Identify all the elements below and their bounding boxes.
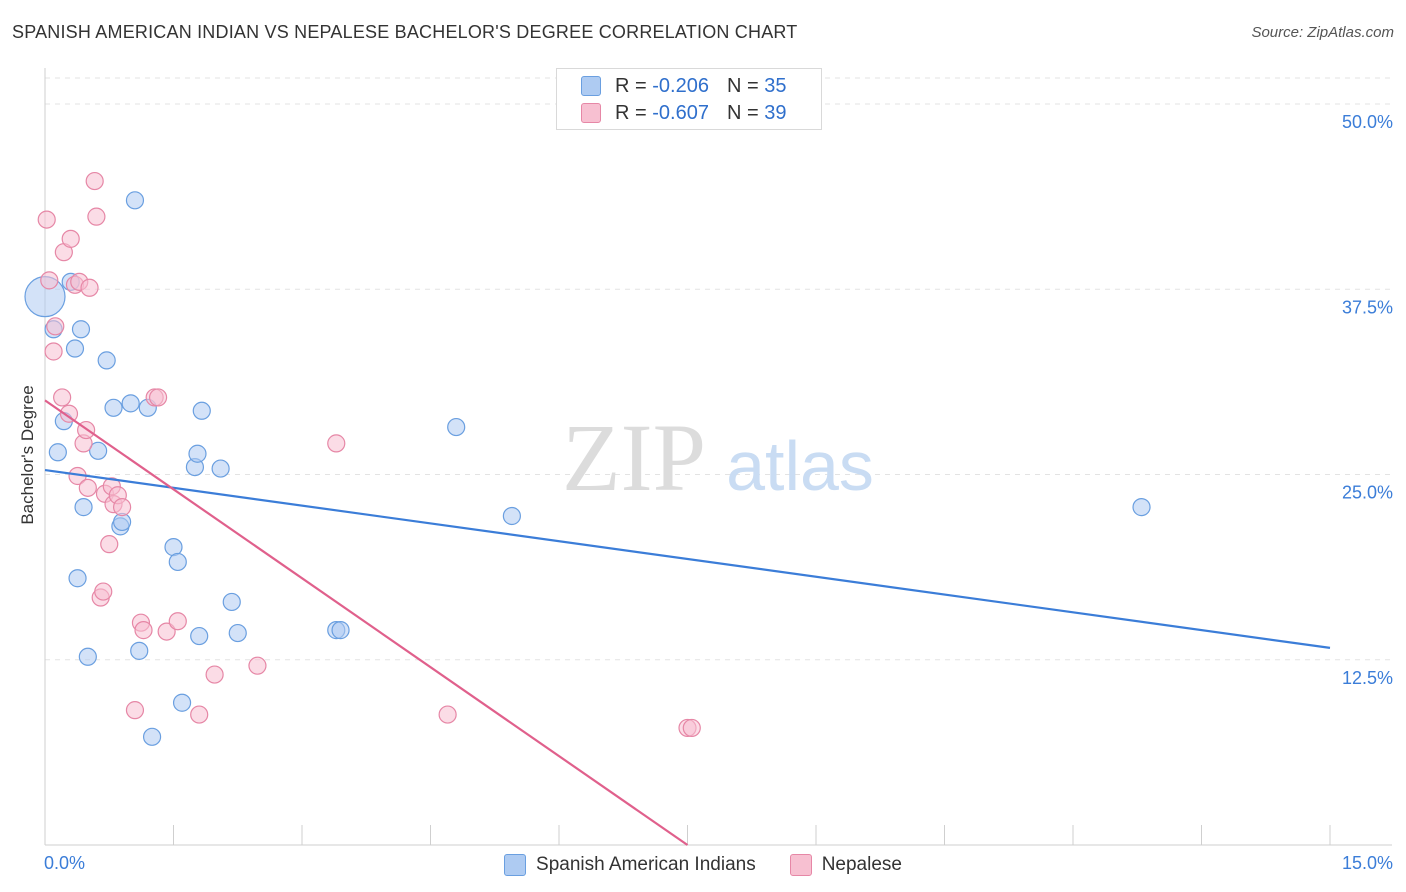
point-spanish-american-indians (65, 339, 85, 358)
x-tick-label-min: 0.0% (44, 853, 85, 873)
point-spanish-american-indians (228, 623, 247, 643)
point-spanish-american-indians (104, 398, 123, 417)
series-legend: Spanish American Indians Nepalese (0, 852, 1406, 878)
axes (44, 68, 1392, 846)
r-value: -0.607 (652, 101, 709, 124)
point-spanish-american-indians (192, 401, 211, 420)
point-nepalese (94, 582, 113, 601)
point-nepalese (78, 478, 97, 497)
point-spanish-american-indians (188, 444, 207, 463)
y-tick-label: 37.5% (1342, 297, 1393, 317)
y-tick-label: 25.0% (1342, 483, 1393, 503)
chart-title: SPANISH AMERICAN INDIAN VS NEPALESE BACH… (12, 22, 798, 42)
point-spanish-american-indians (78, 647, 97, 666)
point-nepalese (157, 622, 176, 641)
y-tick-label: 50.0% (1342, 112, 1393, 132)
legend-swatch-pink (789, 854, 812, 876)
legend-swatch-blue (581, 76, 601, 96)
trend-lines (44, 399, 1331, 846)
point-spanish-american-indians (68, 569, 87, 588)
point-nepalese (168, 612, 187, 631)
point-nepalese (80, 278, 99, 297)
data-points (24, 171, 1151, 746)
point-nepalese (682, 718, 701, 738)
point-spanish-american-indians (211, 459, 230, 478)
point-spanish-american-indians (222, 592, 241, 612)
x-tick-label-max: 15.0% (1342, 853, 1393, 873)
trend-line-nepalese (44, 399, 689, 846)
point-nepalese (37, 210, 56, 229)
point-nepalese (87, 207, 106, 226)
n-value: 39 (764, 101, 787, 124)
point-nepalese (112, 498, 132, 517)
point-nepalese (59, 404, 79, 423)
trend-line-spanish-american-indians (44, 468, 1331, 649)
legend-swatch-blue (504, 854, 527, 876)
legend-row-nepalese: R = -0.607 N = 39 (581, 100, 786, 126)
legend-swatch-pink (581, 103, 601, 123)
tick-labels: 12.5% 25.0% 37.5% 50.0% 0.0% 15.0% (44, 112, 1393, 873)
point-spanish-american-indians (121, 394, 140, 413)
watermark-zip: ZIP (562, 404, 706, 511)
point-nepalese (61, 229, 80, 248)
legend-row-spanish-american-indians: R = -0.206 N = 35 (581, 73, 786, 99)
point-nepalese (100, 535, 119, 554)
point-nepalese (248, 656, 267, 675)
point-spanish-american-indians (71, 320, 91, 339)
point-spanish-american-indians (331, 621, 350, 640)
point-spanish-american-indians (125, 191, 145, 210)
point-nepalese (125, 701, 145, 720)
point-spanish-american-indians (97, 351, 116, 370)
r-label: R = (615, 101, 647, 124)
point-nepalese (44, 342, 63, 361)
point-nepalese (40, 271, 59, 290)
r-label: R = (615, 74, 647, 97)
point-spanish-american-indians (74, 498, 93, 517)
point-nepalese (190, 705, 209, 724)
point-nepalese (205, 665, 224, 684)
legend-label: Nepalese (821, 854, 902, 875)
point-nepalese (438, 705, 457, 724)
source-label: Source: ZipAtlas.com (1251, 24, 1394, 41)
point-nepalese (85, 171, 104, 191)
point-spanish-american-indians (172, 693, 192, 712)
y-tick-label: 12.5% (1342, 668, 1393, 688)
point-spanish-american-indians (502, 506, 521, 526)
n-label: N = (726, 101, 759, 124)
n-value: 35 (764, 74, 787, 97)
point-spanish-american-indians (190, 626, 209, 646)
legend-label: Spanish American Indians (536, 854, 756, 875)
point-spanish-american-indians (130, 641, 149, 660)
gridlines (45, 77, 1392, 661)
point-spanish-american-indians (1132, 498, 1151, 517)
legend-item-nepalese: Nepalese (789, 854, 902, 876)
point-nepalese (53, 388, 72, 407)
point-spanish-american-indians (142, 727, 162, 746)
correlation-legend: R = -0.206 N = 35 R = -0.607 N = 39 (556, 68, 822, 130)
point-spanish-american-indians (48, 443, 67, 462)
point-spanish-american-indians (168, 552, 187, 572)
point-nepalese (46, 317, 65, 336)
watermark-atlas: atlas (726, 427, 874, 505)
point-nepalese (134, 621, 153, 640)
watermark: ZIP atlas (562, 404, 874, 511)
n-label: N = (726, 74, 759, 97)
point-nepalese (148, 388, 168, 407)
r-value: -0.206 (652, 74, 709, 97)
y-axis-label: Bachelor's Degree (18, 385, 37, 525)
point-spanish-american-indians (89, 441, 108, 460)
point-nepalese (327, 434, 346, 453)
point-spanish-american-indians (447, 417, 466, 437)
legend-item-spanish-american-indians: Spanish American Indians (504, 854, 756, 876)
